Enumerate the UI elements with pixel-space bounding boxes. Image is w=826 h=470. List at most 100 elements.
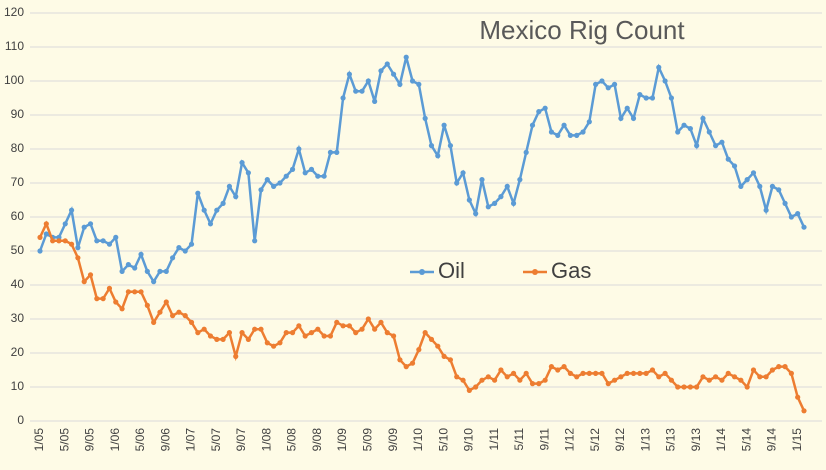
legend-marker — [419, 269, 425, 275]
point — [624, 370, 630, 376]
point — [580, 129, 586, 135]
point — [233, 353, 239, 359]
point — [725, 370, 731, 376]
point — [485, 374, 491, 380]
point — [643, 370, 649, 376]
point — [359, 326, 365, 332]
y-tick-label: 10 — [11, 379, 25, 393]
point — [485, 204, 491, 210]
point — [182, 313, 188, 319]
point — [176, 309, 182, 315]
point — [763, 374, 769, 380]
point — [239, 330, 245, 336]
point — [207, 221, 214, 227]
point — [207, 333, 214, 339]
point — [144, 302, 150, 308]
point — [56, 238, 62, 244]
point — [100, 296, 106, 302]
point — [151, 319, 157, 325]
point — [561, 122, 567, 128]
point — [801, 224, 807, 230]
point — [62, 238, 68, 244]
point — [346, 323, 352, 329]
point — [403, 364, 409, 370]
point — [157, 309, 163, 315]
point — [188, 241, 195, 247]
point — [782, 200, 788, 206]
point — [517, 177, 523, 183]
x-tick-label: 1/14 — [714, 428, 728, 452]
point — [795, 211, 801, 217]
point — [302, 170, 308, 176]
chart-title: Mexico Rig Count — [479, 15, 685, 45]
point — [473, 211, 479, 217]
point — [81, 279, 87, 285]
point — [681, 122, 687, 128]
point — [119, 306, 125, 312]
y-tick-label: 70 — [11, 175, 25, 189]
point — [687, 126, 693, 132]
x-tick-label: 5/12 — [588, 428, 602, 452]
point — [277, 340, 283, 346]
point — [460, 170, 466, 176]
point — [750, 170, 757, 176]
point — [561, 364, 567, 370]
point — [43, 221, 49, 227]
point — [428, 336, 435, 342]
point — [757, 374, 763, 380]
point — [637, 370, 643, 376]
point — [662, 370, 668, 376]
point — [340, 95, 346, 101]
point — [700, 374, 706, 380]
point — [593, 81, 599, 87]
point — [763, 207, 769, 213]
point — [390, 333, 397, 339]
point — [277, 180, 283, 186]
point — [662, 78, 668, 84]
point — [151, 279, 157, 285]
point — [428, 143, 435, 149]
point — [567, 370, 573, 376]
series-line — [38, 220, 806, 412]
point — [454, 374, 460, 380]
y-tick-label: 60 — [11, 209, 25, 223]
point — [138, 289, 144, 295]
point — [397, 81, 403, 87]
x-tick-label: 9/09 — [386, 428, 400, 452]
point — [492, 377, 498, 383]
point — [68, 207, 75, 213]
point — [460, 377, 466, 383]
point — [725, 156, 731, 162]
point — [163, 299, 169, 305]
point — [43, 231, 49, 237]
y-tick-label: 40 — [11, 277, 25, 291]
point — [630, 370, 637, 376]
point — [744, 177, 750, 183]
point — [220, 336, 226, 342]
point — [441, 122, 447, 128]
x-tick-label: 1/13 — [638, 428, 652, 452]
point — [416, 81, 422, 87]
point — [195, 190, 201, 196]
point — [397, 357, 403, 363]
point — [548, 129, 555, 135]
point — [738, 377, 744, 383]
y-tick-label: 0 — [17, 413, 24, 427]
point — [618, 115, 624, 121]
point — [62, 221, 68, 227]
point — [283, 330, 289, 336]
point — [264, 340, 270, 346]
x-tick-label: 5/13 — [664, 428, 678, 452]
x-tick-label: 9/11 — [537, 428, 551, 451]
point — [106, 285, 113, 291]
point — [201, 326, 207, 332]
point — [675, 384, 681, 390]
point — [422, 330, 428, 336]
point — [630, 115, 637, 121]
point — [334, 149, 340, 155]
point — [327, 333, 334, 339]
point — [536, 381, 542, 387]
point — [498, 194, 504, 200]
point — [182, 248, 188, 254]
